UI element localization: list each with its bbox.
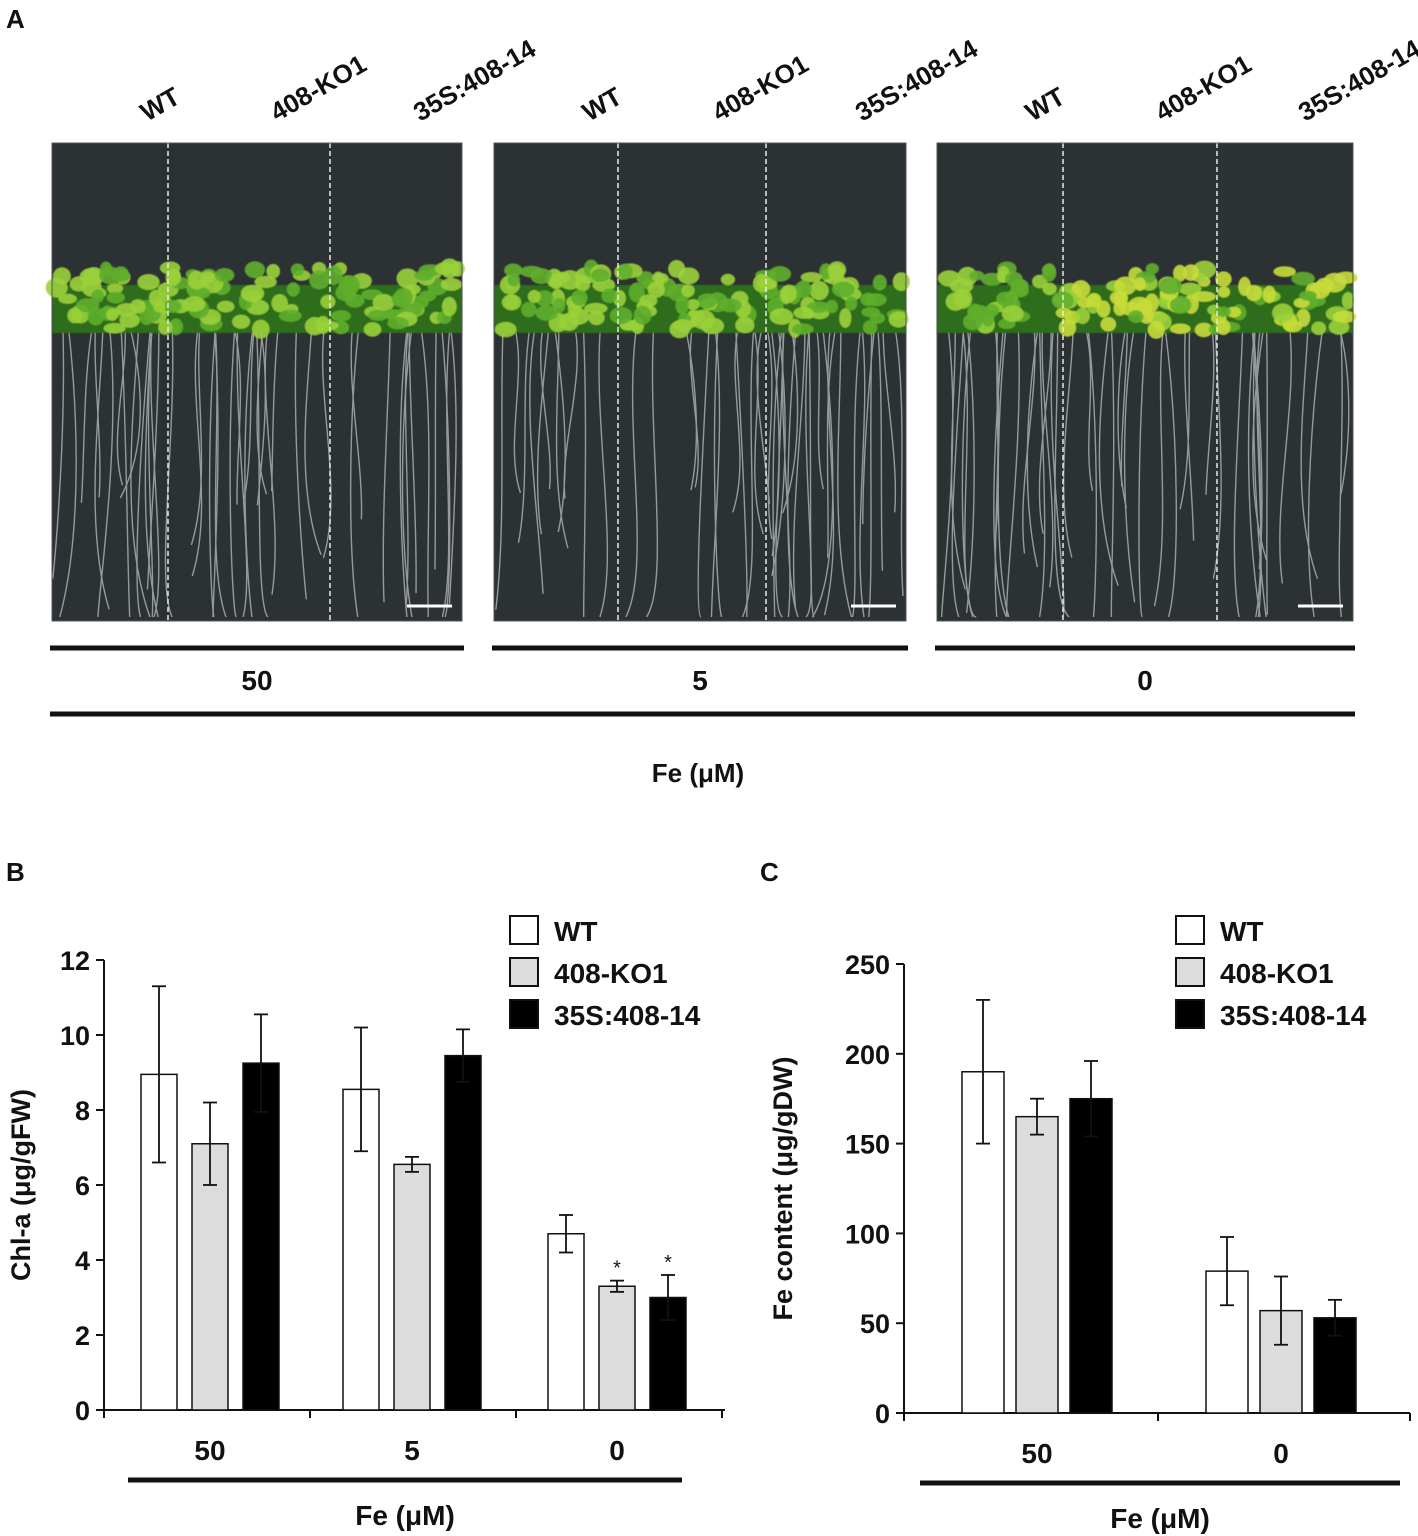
error-bar: [1084, 1060, 1098, 1138]
error-bar: [1220, 1236, 1234, 1307]
fe-concentration-label: 5: [692, 665, 708, 696]
genotype-label: 408-KO1: [1150, 48, 1256, 127]
x-category-label: 0: [609, 1435, 625, 1466]
roots: [52, 324, 457, 618]
genotype-label: 35S:408-14: [850, 33, 983, 127]
genotype-label: WT: [135, 81, 185, 127]
significance-marker: *: [613, 1258, 621, 1280]
x-axis-label: Fe (μM): [1110, 1503, 1210, 1534]
y-tick-label: 12: [60, 946, 90, 976]
plate-background: [494, 143, 906, 621]
seedling-plate: [45, 142, 465, 622]
error-bar: [1274, 1275, 1288, 1346]
x-category-label: 50: [194, 1435, 225, 1466]
x-axis-label: Fe (μM): [355, 1500, 455, 1531]
legend-swatch: [509, 957, 539, 987]
seedling-shoots: [494, 259, 910, 339]
error-bar: [354, 1026, 368, 1153]
legend-label: 35S:408-14: [1220, 1000, 1367, 1031]
genotype-label: WT: [1020, 81, 1070, 127]
error-bar: [976, 999, 990, 1145]
y-tick-label: 4: [75, 1246, 90, 1276]
seedling-plate: [493, 142, 910, 622]
plate-background: [52, 143, 462, 621]
genotype-label: WT: [577, 81, 627, 127]
y-tick-label: 10: [60, 1021, 90, 1051]
error-bar: [1030, 1097, 1044, 1136]
fe-concentration-label: 0: [1137, 665, 1153, 696]
genotype-label: 35S:408-14: [1293, 33, 1418, 127]
legend-label: WT: [554, 916, 598, 947]
legend-label: WT: [1220, 916, 1264, 947]
plate-background: [937, 143, 1353, 621]
seedling-shoots: [937, 260, 1358, 339]
y-tick-label: 50: [860, 1309, 890, 1339]
error-bar: [254, 1013, 268, 1113]
bar: [393, 1163, 431, 1411]
y-tick-label: 250: [845, 950, 890, 980]
bar: [191, 1143, 229, 1411]
y-tick-label: 150: [845, 1130, 890, 1160]
significance-marker: *: [664, 1252, 672, 1274]
panel-a-axis-label: Fe (μM): [652, 758, 744, 788]
seedling-plate: [936, 142, 1358, 622]
seedling-shoots: [45, 258, 465, 339]
y-tick-label: 0: [75, 1396, 90, 1426]
x-category-label: 5: [404, 1435, 420, 1466]
legend-label: 35S:408-14: [554, 1000, 701, 1031]
bar: [1015, 1115, 1059, 1414]
roots: [940, 324, 1350, 618]
fe-concentration-label: 50: [241, 665, 272, 696]
y-tick-label: 2: [75, 1321, 90, 1351]
y-tick-label: 8: [75, 1096, 90, 1126]
error-bar: [456, 1028, 470, 1083]
x-category-label: 50: [1021, 1438, 1052, 1469]
legend-swatch: [509, 999, 539, 1029]
bar: [547, 1233, 585, 1411]
error-bar: [405, 1155, 419, 1173]
error-bar: [152, 985, 166, 1164]
y-axis-label: Chl-a (μg/gFW): [6, 1089, 36, 1281]
genotype-label: 408-KO1: [265, 48, 371, 127]
panel-a-letter: A: [6, 4, 25, 34]
panel-a-figure: WT 408-KO1 35S:408-14 WT 408-KO1 35S:408-14 WT…: [45, 33, 1418, 788]
y-tick-label: 0: [875, 1399, 890, 1429]
chart-b: 0 2 4 6 8 10 12 50 5 * * 0 Fe (μM) Chl-a (μg/gFW) WT 40…: [6, 915, 725, 1531]
y-tick-label: 200: [845, 1040, 890, 1070]
panel-c-letter: C: [760, 857, 779, 887]
error-bar: [203, 1101, 217, 1186]
legend-label: 408-KO1: [554, 958, 668, 989]
bar: [598, 1285, 636, 1411]
legend-swatch: [1175, 999, 1205, 1029]
bar: [1069, 1097, 1113, 1414]
roots: [495, 324, 904, 618]
error-bar: [610, 1279, 624, 1293]
bar: [444, 1054, 482, 1411]
y-tick-label: 100: [845, 1219, 890, 1249]
genotype-label: 408-KO1: [707, 48, 813, 127]
error-bar: [559, 1214, 573, 1254]
legend-swatch: [1175, 957, 1205, 987]
x-category-label: 0: [1273, 1438, 1289, 1469]
error-bar: [661, 1274, 675, 1321]
error-bar: [1328, 1298, 1342, 1337]
panel-b-letter: B: [6, 857, 25, 887]
chart-c: 0 50 100 150 200 250 50 0 Fe (μM) Fe content (μg/…: [768, 915, 1411, 1534]
bar: [242, 1062, 280, 1411]
y-axis-label: Fe content (μg/gDW): [768, 1057, 798, 1321]
genotype-label: 35S:408-14: [408, 33, 541, 127]
legend-label: 408-KO1: [1220, 958, 1334, 989]
y-tick-label: 6: [75, 1171, 90, 1201]
legend-swatch: [509, 915, 539, 945]
legend-swatch: [1175, 915, 1205, 945]
